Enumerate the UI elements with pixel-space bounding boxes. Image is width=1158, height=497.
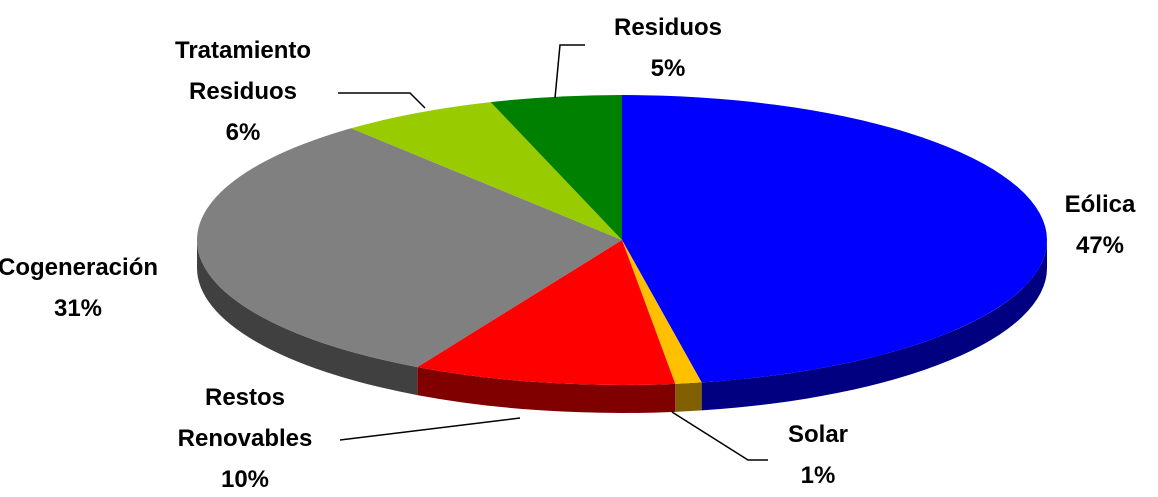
slice	[622, 95, 1047, 383]
leader-line	[338, 92, 426, 109]
slice-side	[197, 240, 418, 396]
slice-label: Tratamiento Residuos 6%	[148, 30, 338, 153]
value-label: 1%	[800, 462, 836, 489]
value-label: 31%	[53, 295, 103, 322]
leader-line	[671, 411, 768, 461]
leader-line	[554, 44, 585, 99]
value-label: 6%	[225, 119, 261, 146]
category-label: Solar	[787, 421, 849, 448]
slice-side	[417, 367, 676, 413]
category-label: Cogeneración	[0, 254, 159, 281]
category-label: Tratamiento Residuos	[174, 37, 312, 105]
slice-label: Residuos 5%	[578, 7, 758, 89]
slice	[622, 240, 702, 384]
category-label: Eólica	[1064, 191, 1136, 218]
slice	[351, 102, 622, 240]
slice	[417, 240, 676, 385]
value-label: 5%	[650, 55, 686, 82]
slice-side	[701, 240, 1047, 411]
slice	[490, 95, 622, 240]
slice	[196, 128, 622, 368]
slice-label: Restos Renovables 10%	[145, 377, 345, 497]
category-label: Restos Renovables	[177, 384, 313, 452]
slice-side	[675, 382, 702, 412]
value-label: 47%	[1075, 232, 1125, 259]
category-label: Residuos	[613, 14, 723, 41]
value-label: 10%	[220, 466, 270, 493]
leader-line	[339, 417, 521, 441]
slice-label: Eólica 47%	[1010, 184, 1158, 266]
slice-label: Solar 1%	[728, 414, 908, 496]
slice-label: Cogeneración 31%	[0, 247, 208, 329]
